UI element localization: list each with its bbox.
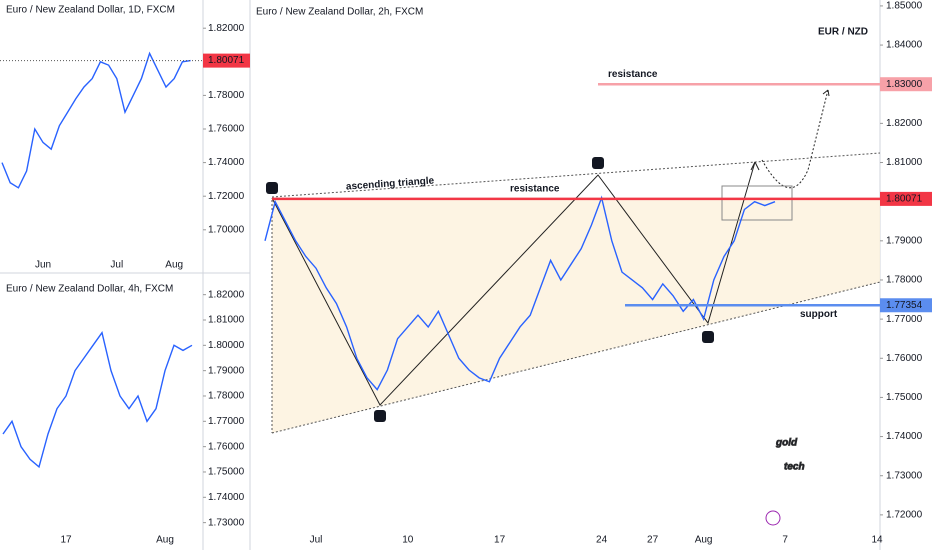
point-badge: [374, 410, 386, 422]
y-tick-label: 1.82000: [208, 289, 245, 300]
y-tick-label: 1.74000: [208, 157, 245, 168]
level-name: resistance: [510, 184, 560, 195]
y-tick-label: 1.76000: [208, 124, 245, 135]
zigzag: [271, 161, 756, 406]
y-tick-label: 1.81000: [886, 157, 923, 168]
y-tick-label: 1.72000: [208, 191, 245, 202]
triangle-upper: [271, 152, 881, 198]
y-tick-label: 1.79000: [886, 235, 923, 246]
price-tag-label: 1.83000: [886, 79, 923, 90]
point-badge: [266, 182, 278, 194]
y-tick-label: 1.75000: [886, 392, 923, 403]
y-tick-label: 1.82000: [208, 23, 245, 34]
y-tick-label: 1.76000: [886, 353, 923, 364]
y-tick-label: 1.80000: [208, 340, 245, 351]
x-tick-label: Aug: [165, 260, 183, 271]
y-tick-label: 1.70000: [208, 224, 245, 235]
y-tick-label: 1.72000: [886, 510, 923, 521]
brand: EUR / NZD: [818, 27, 868, 38]
point-label: C: [594, 159, 601, 170]
y-tick-label: 1.82000: [886, 118, 923, 129]
chart-title: Euro / New Zealand Dollar, 4h, FXCM: [6, 284, 173, 295]
price-tag: [880, 298, 932, 313]
y-tick-label: 1.76000: [208, 441, 245, 452]
price-tag-label: 1.80071: [208, 55, 245, 66]
x-tick-label: Aug: [695, 535, 713, 546]
y-tick-label: 1.77000: [208, 416, 245, 427]
price-tag-label: 1.77354: [886, 300, 923, 311]
arrow-head: [822, 89, 830, 97]
x-tick-label: 17: [494, 535, 506, 546]
chart-title: Euro / New Zealand Dollar, 2h, FXCM: [256, 7, 423, 18]
projection: [761, 89, 829, 189]
logo-gold: gold: [775, 438, 798, 449]
y-tick-label: 1.78000: [208, 391, 245, 402]
point-label: D: [704, 333, 711, 344]
point-badge: [702, 331, 714, 343]
y-tick-label: 1.79000: [208, 365, 245, 376]
x-tick-label: 17: [60, 535, 72, 546]
alert-icon: [765, 510, 781, 526]
x-tick-label: Jul: [110, 260, 123, 271]
x-tick-label: Aug: [156, 535, 174, 546]
point-label: A: [268, 184, 275, 195]
point-label: B: [376, 412, 383, 423]
x-tick-label: Jun: [35, 260, 51, 271]
price-line: [2, 330, 193, 469]
point-badge: [592, 157, 604, 169]
y-tick-label: 1.74000: [208, 492, 245, 503]
x-tick-label: 27: [647, 535, 659, 546]
y-tick-label: 1.73000: [886, 470, 923, 481]
x-tick-label: Jul: [310, 535, 323, 546]
y-tick-label: 1.84000: [886, 40, 923, 51]
x-tick-label: 10: [402, 535, 414, 546]
x-tick-label: 7: [782, 535, 788, 546]
y-tick-label: 1.74000: [886, 431, 923, 442]
price-tag-label: 1.80071: [886, 194, 923, 205]
level-name: support: [800, 309, 838, 320]
y-tick-label: 1.77000: [886, 314, 923, 325]
chart-title: Euro / New Zealand Dollar, 1D, FXCM: [6, 5, 175, 16]
logo-tech: tech: [784, 462, 805, 473]
range-box: [721, 185, 793, 221]
y-tick-label: 1.75000: [208, 467, 245, 478]
triangle-lower: [271, 281, 881, 434]
y-tick-label: 1.81000: [208, 315, 245, 326]
y-tick-label: 1.73000: [208, 517, 245, 528]
y-tick-label: 1.78000: [208, 90, 245, 101]
price-tag: [880, 77, 932, 92]
y-tick-label: 1.85000: [886, 1, 923, 12]
price-line: [264, 195, 776, 391]
level-name: resistance: [608, 69, 658, 80]
x-tick-label: 24: [596, 535, 608, 546]
price-tag: [203, 53, 250, 68]
x-tick-label: 14: [871, 535, 883, 546]
price-line: [1, 51, 191, 189]
price-tag: [880, 191, 932, 206]
arrow-head: [750, 161, 760, 171]
triangle-fill: [272, 200, 880, 433]
y-tick-label: 1.78000: [886, 275, 923, 286]
